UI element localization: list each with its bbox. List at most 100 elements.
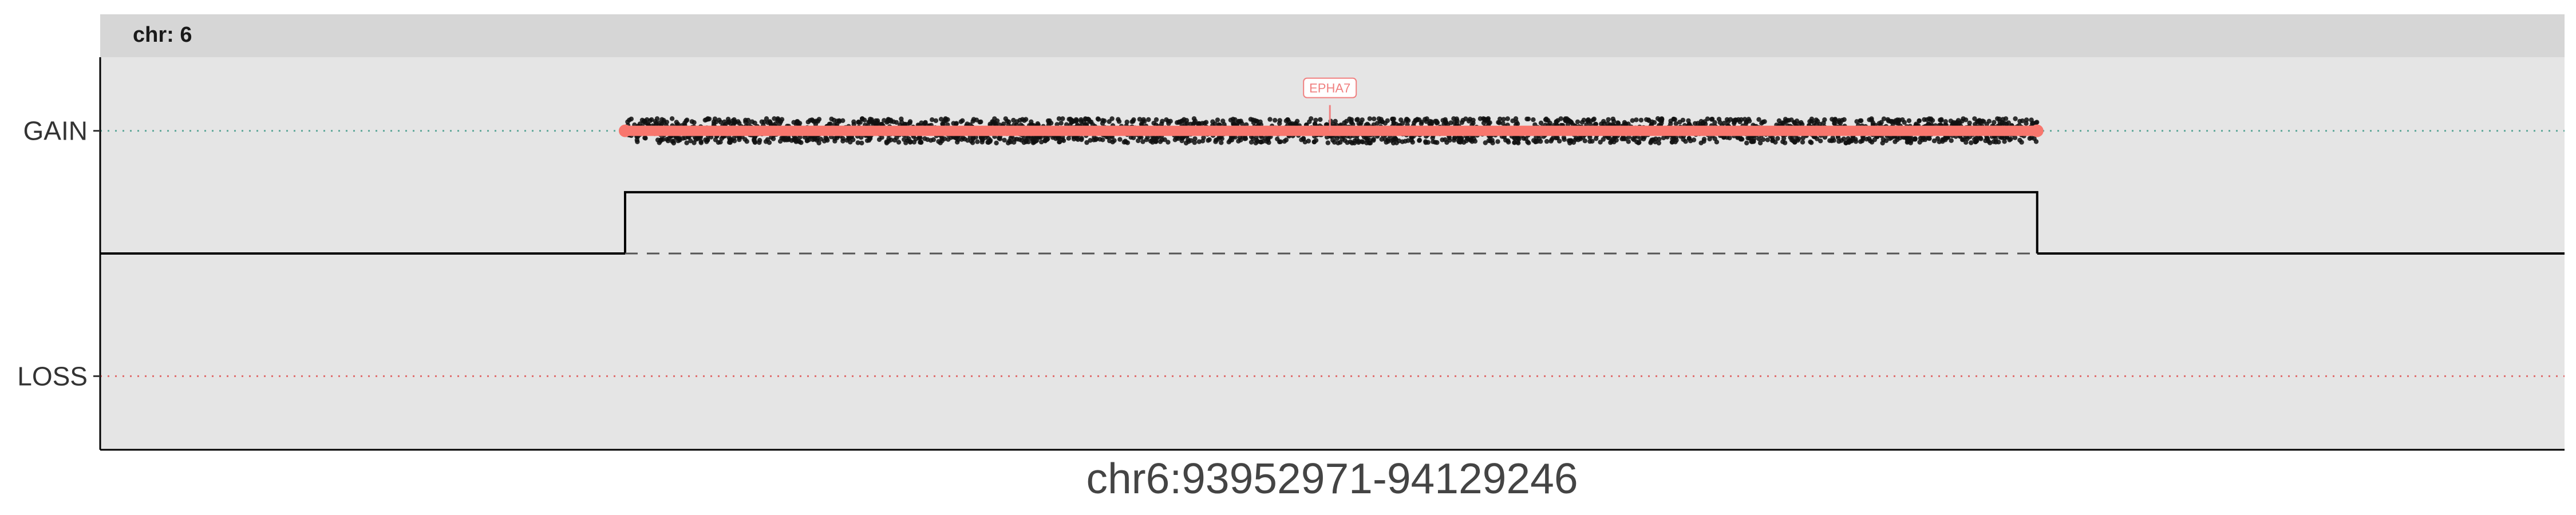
probe-point: [987, 138, 993, 143]
probe-point: [1068, 116, 1073, 122]
probe-point: [992, 116, 997, 121]
probe-point: [1637, 140, 1642, 145]
probe-point: [1563, 116, 1568, 121]
probe-point: [816, 140, 821, 146]
probe-point: [1818, 138, 1823, 144]
probe-point: [771, 136, 776, 141]
probe-point: [680, 136, 686, 141]
probe-point: [902, 121, 907, 127]
probe-point: [1931, 138, 1937, 144]
probe-point: [2006, 120, 2011, 125]
probe-point: [1096, 117, 1101, 122]
probe-point: [1630, 136, 1635, 141]
probe-point: [1236, 138, 1241, 144]
probe-point: [1336, 140, 1341, 146]
probe-point: [776, 117, 781, 122]
copy-number-segments: [100, 191, 2565, 255]
probe-point: [1839, 138, 1844, 143]
probe-point: [1184, 118, 1190, 123]
probe-point: [933, 118, 939, 124]
probe-point: [1440, 137, 1445, 142]
probe-point: [1400, 121, 1405, 126]
probe-point: [1610, 116, 1615, 122]
probe-point: [1176, 120, 1182, 125]
probe-point: [1239, 121, 1244, 126]
probe-point: [745, 117, 751, 123]
probe-point: [1112, 138, 1117, 143]
probe-point: [1458, 136, 1463, 141]
y-tick-label: LOSS: [17, 361, 88, 391]
probe-point: [1344, 118, 1349, 124]
probe-point: [1390, 140, 1396, 146]
probe-point: [888, 137, 894, 142]
probe-point: [1926, 136, 1931, 141]
probe-point: [1594, 136, 1599, 141]
probe-point: [713, 120, 718, 125]
probe-point: [698, 140, 704, 145]
probe-point: [1701, 137, 1707, 142]
probe-point: [627, 117, 632, 122]
probe-point: [1372, 116, 1377, 121]
probe-point: [1843, 140, 1848, 145]
probe-point: [1131, 117, 1136, 122]
probe-point: [834, 122, 840, 127]
probe-point: [977, 120, 982, 125]
probe-point: [1219, 136, 1224, 141]
probe-point: [1275, 136, 1280, 142]
probe-point: [1524, 116, 1530, 122]
probe-point: [665, 138, 671, 144]
probe-point: [1602, 121, 1607, 126]
probe-point: [1325, 140, 1330, 145]
probe-point: [1429, 119, 1434, 124]
probe-point: [1137, 117, 1143, 122]
probe-point: [813, 122, 819, 127]
probe-point: [1835, 135, 1841, 140]
probe-point: [1591, 117, 1596, 122]
probe-point: [946, 137, 951, 142]
probe-point: [1413, 118, 1418, 123]
probe-point: [1206, 138, 1211, 143]
probe-point: [1515, 139, 1520, 145]
probe-point: [859, 134, 864, 140]
probe-point: [635, 139, 640, 144]
probe-point: [1961, 116, 1966, 121]
probe-point: [1481, 116, 1487, 122]
probe-point: [1738, 137, 1744, 142]
probe-point: [716, 140, 721, 145]
probe-point: [1160, 118, 1165, 124]
probe-point: [692, 134, 698, 140]
probe-point: [1301, 136, 1306, 141]
probe-point: [1972, 116, 1977, 121]
probe-point: [1367, 116, 1372, 121]
probe-point: [1986, 118, 1992, 124]
probe-point: [1003, 116, 1009, 121]
probe-point: [1500, 121, 1506, 126]
probe-point: [1978, 118, 1983, 124]
gene-annotations: EPHA7: [1303, 77, 1357, 131]
probe-point: [1002, 137, 1007, 143]
probe-point: [1285, 117, 1290, 122]
probe-point: [1107, 119, 1112, 124]
probe-point: [2024, 117, 2029, 122]
probe-point: [1307, 119, 1312, 124]
probe-point: [1486, 138, 1491, 143]
probe-point: [943, 117, 949, 122]
probe-point: [1883, 138, 1889, 143]
probe-point: [1510, 118, 1515, 124]
probe-point: [1672, 117, 1677, 122]
probe-point: [1456, 139, 1462, 145]
y-tick-label: GAIN: [23, 116, 88, 146]
probe-point: [1419, 121, 1424, 126]
gain-call-line: [618, 124, 2044, 137]
probe-point: [1153, 138, 1159, 144]
probe-point: [1267, 117, 1273, 122]
probe-point: [1623, 121, 1629, 126]
gain-call-end: [2030, 124, 2044, 137]
probe-point: [675, 122, 681, 127]
probe-point: [1153, 117, 1159, 122]
probe-point: [1760, 137, 1766, 142]
probe-point: [1985, 136, 1990, 141]
probe-point: [1544, 138, 1550, 144]
probe-point: [1908, 140, 1913, 145]
probe-point: [1123, 140, 1129, 145]
